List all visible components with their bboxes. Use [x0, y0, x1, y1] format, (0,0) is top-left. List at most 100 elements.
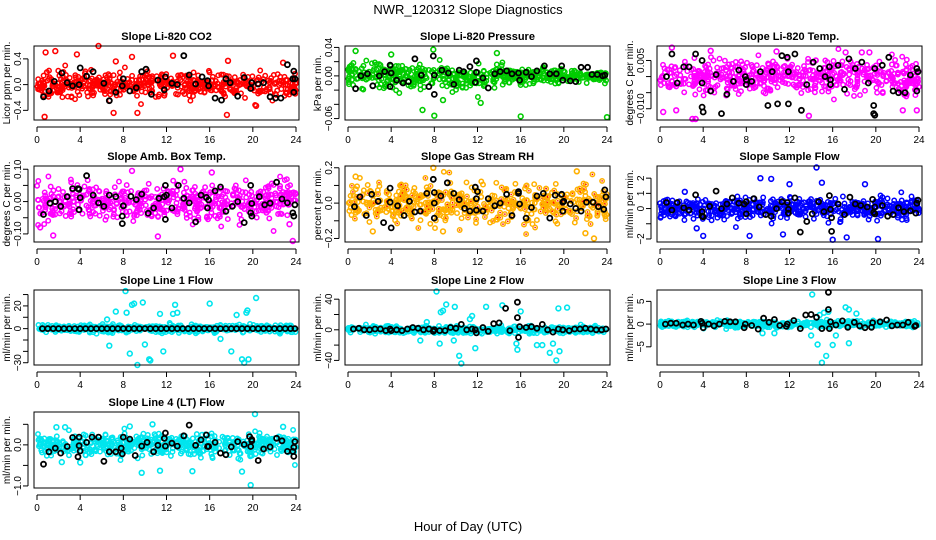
- plot-frame: [344, 45, 611, 121]
- scatter-point: [701, 68, 708, 75]
- highlight-point: [577, 63, 585, 71]
- highlight-point: [878, 61, 886, 69]
- highlight-point: [76, 64, 84, 72]
- scatter-point: [483, 70, 490, 77]
- x-tick-label: 24: [601, 135, 613, 146]
- scatter-point: [847, 78, 854, 85]
- scatter-point: [732, 63, 739, 70]
- scatter-point-dot: [490, 209, 493, 212]
- scatter-point: [67, 176, 74, 183]
- scatter-point: [735, 80, 742, 87]
- y-axis-label: Licor ppm per min.: [2, 42, 13, 125]
- scatter-point: [478, 178, 485, 185]
- scatter-point: [368, 60, 375, 67]
- highlight-point: [764, 102, 772, 109]
- scatter-point: [481, 214, 488, 220]
- highlight-point: [89, 68, 97, 76]
- scatter-point-dot: [359, 196, 362, 198]
- scatter-point: [573, 215, 580, 222]
- x-tick-label: 12: [784, 135, 796, 146]
- scatter-point: [807, 67, 814, 73]
- scatter-point: [458, 215, 465, 222]
- scatter-point: [284, 76, 291, 83]
- x-tick-label: 16: [204, 135, 216, 146]
- scatter-point: [860, 71, 867, 78]
- scatter-point: [537, 76, 544, 82]
- scatter-point: [453, 202, 460, 208]
- scatter-point-dot: [553, 202, 555, 204]
- scatter-point: [898, 189, 905, 196]
- scatter-point: [528, 210, 535, 217]
- scatter-point: [801, 63, 807, 70]
- scatter-point: [699, 198, 706, 205]
- plot-frame: [344, 165, 611, 243]
- highlight-point: [291, 201, 299, 209]
- scatter-point-dot: [431, 208, 434, 210]
- scatter-point: [409, 65, 416, 72]
- scatter-point: [851, 92, 857, 99]
- scatter-point: [843, 205, 850, 212]
- scatter-point: [599, 177, 606, 184]
- scatter-point: [505, 205, 512, 212]
- highlight-point: [858, 58, 866, 66]
- scatter-point: [785, 80, 792, 87]
- y-axis-label: kPa per min.: [313, 55, 324, 111]
- x-tick-label: 16: [515, 257, 527, 268]
- outlier-point: [773, 48, 780, 55]
- x-tick-label: 20: [558, 257, 570, 268]
- scatter-point: [696, 68, 703, 75]
- outlier-point: [156, 310, 164, 318]
- scatter-point: [796, 81, 802, 88]
- scatter-point: [436, 57, 443, 63]
- scatter-point: [552, 80, 559, 87]
- x-tick-label: 24: [913, 257, 925, 268]
- scatter-point: [500, 221, 506, 228]
- scatter-point-dot: [436, 198, 438, 200]
- highlight-point: [45, 87, 53, 95]
- scatter-point-dot: [411, 194, 413, 197]
- scatter-point: [180, 189, 187, 196]
- scatter-point: [728, 205, 735, 212]
- scatter-point: [790, 81, 797, 88]
- scatter-point: [130, 218, 137, 225]
- highlight-point: [147, 90, 155, 98]
- scatter-point: [218, 204, 225, 211]
- highlight-point: [255, 193, 263, 201]
- highlight-point: [572, 78, 580, 85]
- scatter-point: [489, 192, 496, 199]
- scatter-point: [41, 80, 48, 87]
- highlight-point: [278, 195, 286, 203]
- highlight-point: [144, 209, 152, 217]
- scatter-point: [491, 84, 498, 91]
- highlight-point: [728, 194, 736, 202]
- highlight-point: [357, 72, 365, 80]
- highlight-point: [515, 69, 522, 77]
- scatter-point: [352, 186, 359, 193]
- scatter-point: [736, 211, 743, 217]
- x-tick-label: 12: [161, 135, 173, 146]
- outlier-point: [73, 51, 81, 58]
- scatter-point: [192, 198, 199, 205]
- scatter-point: [712, 83, 719, 90]
- highlight-point: [100, 202, 108, 210]
- scatter-point: [276, 185, 283, 192]
- highlight-point: [742, 81, 750, 88]
- scatter-point: [857, 92, 863, 99]
- scatter-point: [347, 192, 354, 199]
- scatter-point: [862, 87, 868, 94]
- scatter-point: [360, 62, 367, 69]
- panel-4: Slope Amb. Box Temp.degrees C per min.0 4…: [2, 151, 302, 268]
- scatter-point: [874, 89, 881, 96]
- scatter-point: [732, 224, 739, 231]
- scatter-point: [181, 82, 188, 89]
- highlight-point: [240, 74, 248, 81]
- highlight-point: [900, 208, 908, 216]
- scatter-point: [415, 78, 422, 85]
- highlight-point: [864, 79, 872, 87]
- highlight-point: [516, 200, 523, 208]
- highlight-point: [583, 198, 590, 206]
- outlier-point: [746, 232, 753, 240]
- x-tick-label: 0: [34, 380, 40, 391]
- scatter-point: [134, 92, 140, 99]
- highlight-point: [429, 175, 437, 183]
